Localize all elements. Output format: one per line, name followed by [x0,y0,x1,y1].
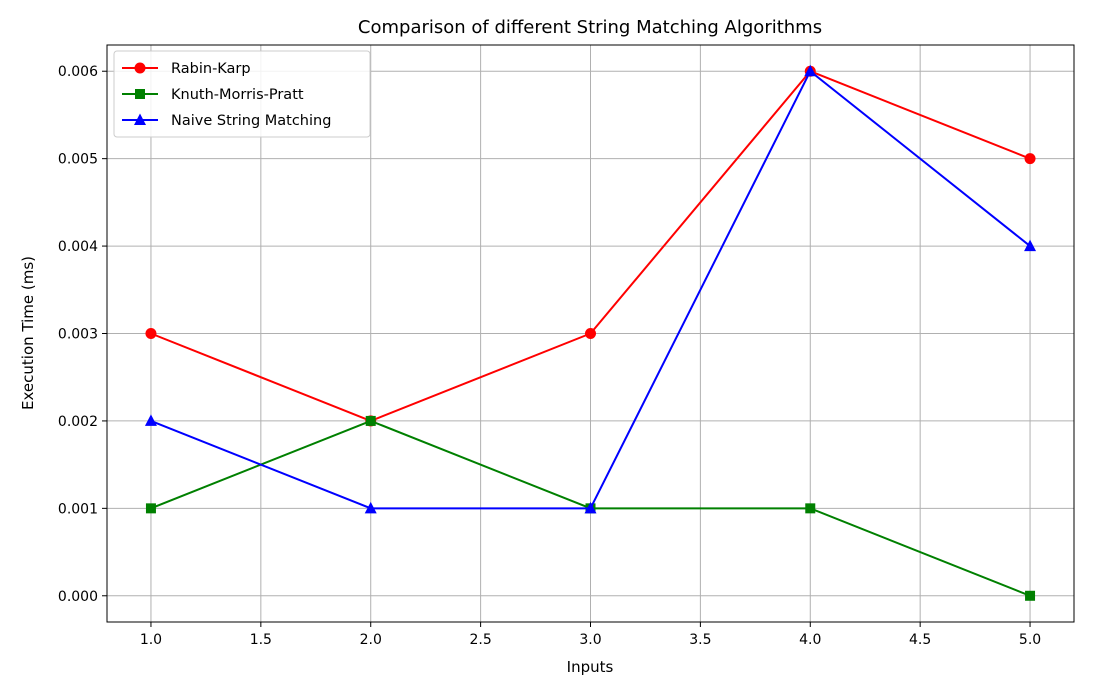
y-tick-label: 0.003 [58,327,98,343]
data-point-rabin-karp [585,328,596,339]
x-tick-label: 4.5 [909,632,931,648]
data-point-naive-string-matching [364,501,377,514]
legend-box [113,50,371,138]
legend-label-rabin-karp: Rabin-Karp [171,61,251,77]
y-tick-label: 0.002 [58,414,98,430]
x-tick-label: 3.5 [689,632,711,648]
data-point-knuth-morris-pratt [145,503,156,514]
legend-label-naive-string-matching: Naive String Matching [171,113,331,129]
x-tick-label: 2.5 [469,632,491,648]
legend: Rabin-Karp Knuth-Morris-Pratt Naive String… [113,50,371,138]
data-point-knuth-morris-pratt [805,503,816,514]
x-tick-label: 1.5 [250,632,272,648]
y-tick-label: 0.006 [58,64,98,80]
series-naive-string-matching [144,64,1037,514]
data-point-naive-string-matching [1024,239,1037,252]
x-axis-label: Inputs [567,658,614,676]
x-tick-label: 5.0 [1019,632,1041,648]
series-layer [144,64,1037,601]
legend-marker-rabin-karp [134,62,146,74]
data-point-naive-string-matching [584,501,597,514]
x-tick-label: 4.0 [799,632,821,648]
data-point-naive-string-matching [144,414,157,426]
data-point-knuth-morris-pratt [1025,590,1036,601]
y-tick-label: 0.000 [58,589,98,605]
y-tick-label: 0.005 [58,152,98,168]
y-axis-label: Execution Time (ms) [19,256,37,410]
plot-frame [106,44,1075,623]
legend-marker-naive-string-matching [134,113,146,125]
x-tick-label: 3.0 [579,632,601,648]
data-point-knuth-morris-pratt [365,415,376,426]
x-tick-label: 1.0 [140,632,162,648]
axes: 1.0 1.5 2.0 2.5 3.0 3.5 4.0 4.5 5.0 0.000 0.001 0.0… [58,64,1041,648]
legend-marker-knuth-morris-pratt [135,89,145,99]
data-point-rabin-karp [145,328,157,339]
legend-label-knuth-morris-pratt: Knuth-Morris-Pratt [171,87,304,103]
chart-title: Comparison of different String Matching … [358,17,822,38]
data-point-rabin-karp [1024,153,1036,165]
data-point-naive-string-matching [804,64,817,77]
y-tick-label: 0.004 [58,239,98,255]
y-tick-label: 0.001 [58,501,98,517]
x-tick-label: 2.0 [360,632,382,648]
